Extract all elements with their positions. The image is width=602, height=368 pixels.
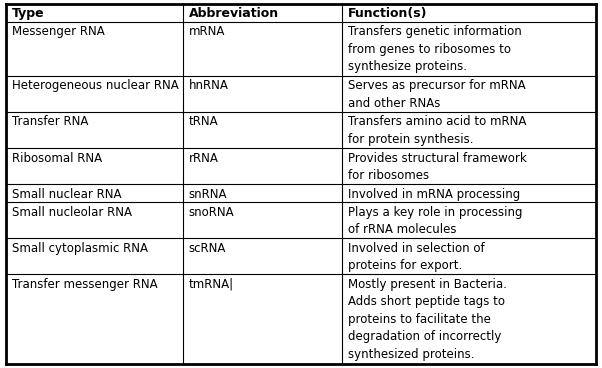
Text: Ribosomal RNA: Ribosomal RNA bbox=[12, 152, 102, 164]
Text: Transfers genetic information
from genes to ribosomes to
synthesize proteins.: Transfers genetic information from genes… bbox=[348, 25, 522, 73]
Text: Plays a key role in processing
of rRNA molecules: Plays a key role in processing of rRNA m… bbox=[348, 206, 523, 236]
Text: Mostly present in Bacteria.
Adds short peptide tags to
proteins to facilitate th: Mostly present in Bacteria. Adds short p… bbox=[348, 278, 507, 361]
Text: Function(s): Function(s) bbox=[348, 7, 427, 20]
Text: Type: Type bbox=[12, 7, 45, 20]
Text: Messenger RNA: Messenger RNA bbox=[12, 25, 105, 38]
Text: Abbreviation: Abbreviation bbox=[189, 7, 279, 20]
Text: Transfer messenger RNA: Transfer messenger RNA bbox=[12, 278, 158, 291]
Text: Serves as precursor for mRNA
and other RNAs: Serves as precursor for mRNA and other R… bbox=[348, 79, 526, 110]
Text: Transfers amino acid to mRNA
for protein synthesis.: Transfers amino acid to mRNA for protein… bbox=[348, 116, 527, 146]
Text: Provides structural framework
for ribosomes: Provides structural framework for riboso… bbox=[348, 152, 527, 182]
Text: snoRNA: snoRNA bbox=[189, 206, 235, 219]
Text: snRNA: snRNA bbox=[189, 188, 228, 201]
Text: hnRNA: hnRNA bbox=[189, 79, 229, 92]
Text: tRNA: tRNA bbox=[189, 116, 219, 128]
Text: Transfer RNA: Transfer RNA bbox=[12, 116, 88, 128]
Text: Involved in mRNA processing: Involved in mRNA processing bbox=[348, 188, 521, 201]
Text: mRNA: mRNA bbox=[189, 25, 225, 38]
Text: Small cytoplasmic RNA: Small cytoplasmic RNA bbox=[12, 242, 148, 255]
Text: Small nucleolar RNA: Small nucleolar RNA bbox=[12, 206, 132, 219]
Text: Small nuclear RNA: Small nuclear RNA bbox=[12, 188, 122, 201]
Text: rRNA: rRNA bbox=[189, 152, 219, 164]
Text: scRNA: scRNA bbox=[189, 242, 226, 255]
Text: Heterogeneous nuclear RNA: Heterogeneous nuclear RNA bbox=[12, 79, 179, 92]
Text: Involved in selection of
proteins for export.: Involved in selection of proteins for ex… bbox=[348, 242, 485, 272]
Text: tmRNA|: tmRNA| bbox=[189, 278, 234, 291]
